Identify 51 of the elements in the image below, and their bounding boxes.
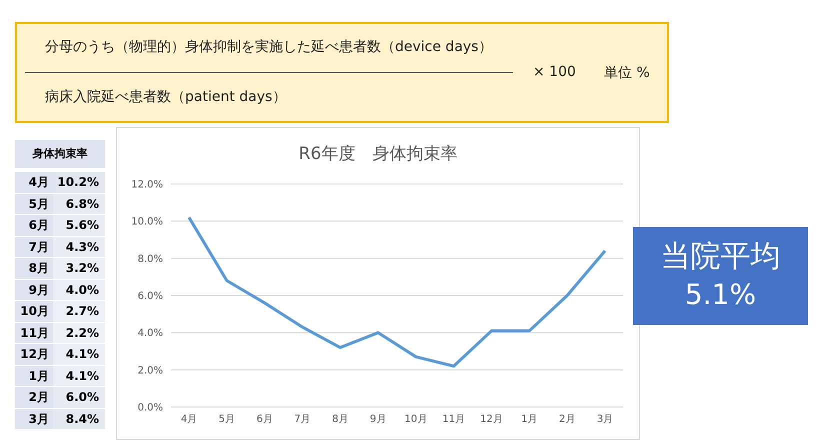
y-tick-label: 9月 bbox=[15, 280, 53, 300]
y-tick-label: 5月 bbox=[15, 194, 53, 214]
text: 分母のうち（物理的）身体抑制を実施した延べ患者数（device days） bbox=[45, 38, 492, 56]
y-tick-label: 0.0% bbox=[138, 402, 163, 414]
x-tick-label: 6月 bbox=[256, 414, 273, 426]
line-series bbox=[188, 216, 606, 368]
x-tick-label: 7月 bbox=[294, 414, 311, 426]
x-tick-label: 11月 bbox=[442, 414, 466, 426]
text: 当院平均 bbox=[660, 238, 782, 276]
y-tick-label: 12月 bbox=[15, 344, 53, 364]
y-tick-label: 4.0% bbox=[138, 328, 163, 340]
text: 5.1% bbox=[684, 278, 758, 311]
data-label: 4.3% bbox=[53, 236, 105, 257]
y-tick-label: 6月 bbox=[15, 215, 53, 236]
data-label: 4.0% bbox=[53, 280, 105, 300]
x-tick-label: 12月 bbox=[480, 414, 503, 426]
data-label: 6.0% bbox=[53, 387, 105, 408]
data-label: 3.2% bbox=[53, 258, 105, 278]
y-tick-label: 8月 bbox=[15, 258, 53, 278]
x-tick-label: 9月 bbox=[370, 414, 386, 426]
y-tick-label: 10月 bbox=[15, 301, 53, 322]
y-tick-label: 7月 bbox=[15, 236, 53, 257]
text: × 100 bbox=[533, 64, 576, 80]
data-label: 2.2% bbox=[53, 322, 105, 343]
data-label: 5.6% bbox=[53, 215, 105, 236]
data-label: 2.7% bbox=[53, 301, 105, 322]
text: 病床入院延べ患者数（patient days） bbox=[45, 88, 286, 106]
data-label: 6.8% bbox=[53, 194, 105, 214]
x-tick-label: 8月 bbox=[332, 414, 348, 426]
x-tick-label: 1月 bbox=[521, 414, 538, 426]
x-tick-label: 身体拘束率 bbox=[15, 140, 105, 168]
y-tick-label: 6.0% bbox=[138, 291, 163, 302]
x-tick-label: 5月 bbox=[218, 414, 236, 426]
y-tick-label: 4月 bbox=[15, 172, 53, 192]
text: 単位 % bbox=[604, 64, 650, 82]
y-tick-label: 2.0% bbox=[138, 365, 163, 376]
data-label: 8.4% bbox=[53, 408, 105, 429]
y-tick-label: 1月 bbox=[15, 366, 53, 386]
data-label: 10.2% bbox=[53, 172, 105, 192]
x-tick-label: 4月 bbox=[180, 414, 198, 426]
y-tick-label: 10.0% bbox=[131, 216, 163, 228]
y-tick-label: 2月 bbox=[15, 387, 53, 408]
chart-title: R6年度 身体拘束率 bbox=[298, 143, 458, 165]
data-label: 4.1% bbox=[53, 366, 105, 386]
data-label: 4.1% bbox=[53, 344, 105, 364]
y-tick-label: 11月 bbox=[15, 322, 53, 343]
y-tick-label: 12.0% bbox=[131, 180, 163, 191]
y-tick-label: 8.0% bbox=[138, 254, 163, 265]
x-tick-label: 3月 bbox=[596, 414, 614, 426]
x-tick-label: 2月 bbox=[558, 414, 576, 426]
x-tick-label: 10月 bbox=[404, 414, 428, 426]
